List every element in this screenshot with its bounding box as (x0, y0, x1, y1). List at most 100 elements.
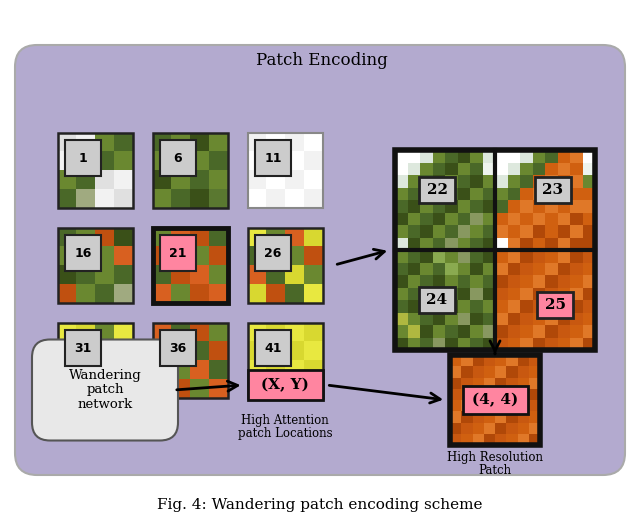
Bar (458, 213, 470, 225)
Bar (420, 213, 433, 225)
Bar (506, 355, 518, 366)
Bar (532, 225, 545, 238)
Bar (483, 250, 495, 263)
Text: 41: 41 (264, 342, 282, 355)
Bar (557, 225, 570, 238)
Bar (172, 379, 190, 397)
Bar (285, 284, 304, 303)
Bar (458, 325, 470, 337)
Bar (209, 133, 227, 151)
Bar (506, 434, 518, 445)
Bar (545, 288, 557, 300)
Bar (445, 325, 458, 337)
Bar (255, 140, 291, 176)
Bar (470, 225, 483, 238)
Bar (495, 188, 508, 200)
Bar (508, 313, 520, 325)
Bar (266, 284, 285, 303)
Bar (248, 265, 266, 284)
Bar (495, 325, 508, 337)
Bar (248, 246, 266, 265)
Bar (95, 189, 114, 207)
Bar (495, 300, 508, 313)
Bar (248, 379, 266, 397)
Bar (557, 263, 570, 275)
Bar (76, 265, 95, 284)
Bar (484, 400, 495, 411)
Bar (76, 284, 95, 303)
Bar (532, 188, 545, 200)
Bar (470, 238, 483, 250)
Bar (458, 188, 470, 200)
Bar (190, 341, 209, 360)
Text: High Resolution: High Resolution (447, 451, 543, 464)
Bar (557, 163, 570, 175)
Bar (545, 263, 557, 275)
Bar (450, 355, 540, 445)
Bar (520, 313, 532, 325)
Bar (304, 322, 323, 341)
Bar (76, 379, 95, 397)
Bar (545, 250, 557, 263)
Bar (529, 422, 540, 434)
Bar (472, 378, 484, 389)
Bar (248, 170, 266, 189)
Bar (495, 434, 506, 445)
Bar (458, 225, 470, 238)
Bar (285, 246, 304, 265)
Bar (508, 275, 520, 288)
Bar (172, 228, 190, 246)
Bar (172, 360, 190, 379)
Bar (209, 189, 227, 207)
Bar (58, 265, 76, 284)
Bar (395, 188, 408, 200)
Bar (172, 322, 190, 341)
Bar (557, 325, 570, 337)
Bar (114, 170, 132, 189)
Bar (508, 300, 520, 313)
Bar (461, 434, 472, 445)
Bar (458, 337, 470, 350)
Bar (190, 151, 209, 170)
Bar (445, 250, 458, 263)
Bar (172, 265, 190, 284)
Bar (545, 325, 557, 337)
Bar (433, 225, 445, 238)
Bar (506, 400, 518, 411)
Bar (484, 422, 495, 434)
Bar (484, 434, 495, 445)
Bar (445, 225, 458, 238)
Bar (557, 213, 570, 225)
Bar (484, 366, 495, 378)
Bar (582, 150, 595, 163)
Bar (458, 288, 470, 300)
Bar (248, 151, 266, 170)
Bar (266, 265, 285, 284)
Bar (433, 175, 445, 188)
Bar (190, 228, 209, 246)
Bar (395, 300, 408, 313)
Bar (408, 325, 420, 337)
Bar (582, 225, 595, 238)
Bar (545, 275, 557, 288)
Bar (545, 300, 557, 313)
Bar (470, 313, 483, 325)
Bar (470, 163, 483, 175)
Bar (520, 188, 532, 200)
Bar (582, 213, 595, 225)
Bar (545, 238, 557, 250)
Bar (408, 250, 420, 263)
Bar (420, 250, 433, 263)
Bar (248, 228, 323, 303)
Bar (495, 213, 508, 225)
Bar (285, 151, 304, 170)
Bar (545, 150, 557, 163)
Bar (458, 313, 470, 325)
Bar (58, 341, 76, 360)
Bar (557, 238, 570, 250)
Bar (285, 379, 304, 397)
Bar (304, 133, 323, 151)
Bar (450, 411, 461, 422)
Bar (285, 341, 304, 360)
Text: patch Locations: patch Locations (237, 427, 332, 440)
